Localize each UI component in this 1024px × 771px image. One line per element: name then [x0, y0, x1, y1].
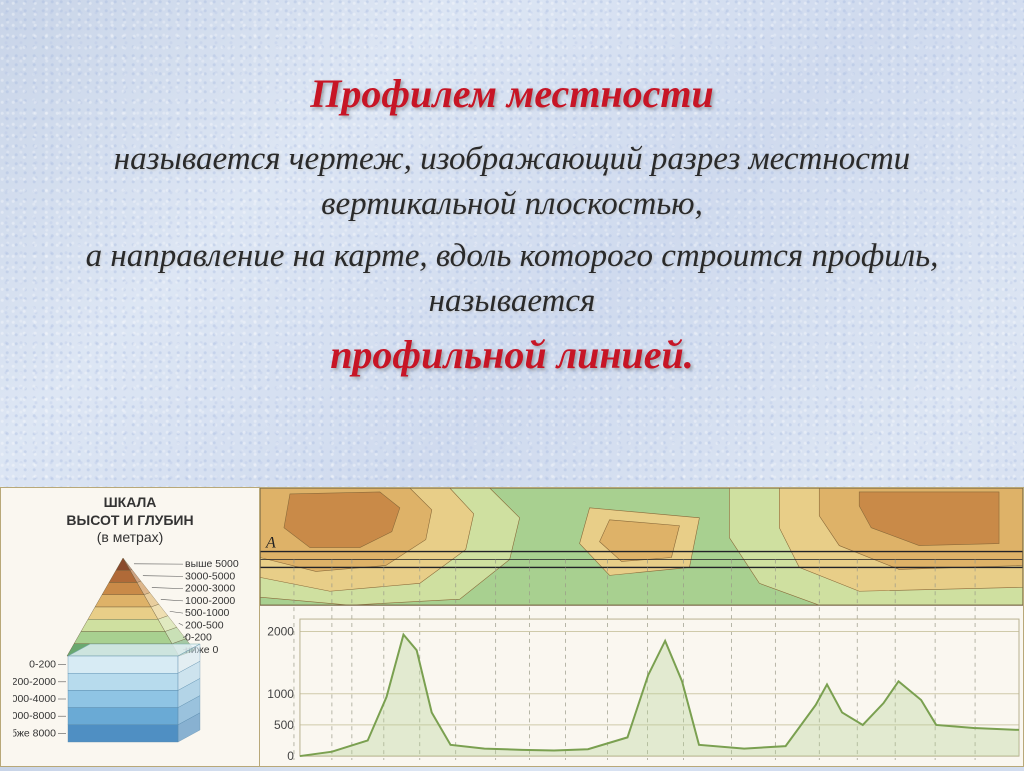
svg-text:0-200: 0-200 — [185, 632, 212, 644]
definition-text-block: Профилем местности называется чертеж, из… — [60, 70, 964, 378]
svg-text:2000-3000: 2000-3000 — [185, 583, 235, 595]
svg-text:500: 500 — [274, 718, 294, 732]
definition-paragraph-2: а направление на карте, вдоль которого с… — [60, 234, 964, 323]
map-and-profile-panel: А 2000 1000 500 0 — [260, 487, 1024, 767]
svg-text:2000-4000: 2000-4000 — [13, 693, 56, 705]
svg-text:0-200: 0-200 — [29, 659, 56, 671]
diagram-area: ШКАЛА ВЫСОТ И ГЛУБИН (в метрах) выше 500… — [0, 487, 1024, 767]
scale-heading-line3: (в метрах) — [97, 529, 164, 545]
definition-emphasis: профильной линией. — [60, 331, 964, 378]
definition-title: Профилем местности — [60, 70, 964, 117]
svg-text:1000: 1000 — [267, 687, 294, 701]
svg-text:500-1000: 500-1000 — [185, 607, 230, 619]
scale-heading: ШКАЛА ВЫСОТ И ГЛУБИН (в метрах) — [1, 488, 259, 549]
svg-text:0: 0 — [287, 749, 294, 763]
scale-heading-line1: ШКАЛА — [104, 494, 157, 510]
svg-text:4000-8000: 4000-8000 — [13, 710, 56, 722]
svg-text:1000-2000: 1000-2000 — [185, 595, 235, 607]
svg-text:глубже 8000: глубже 8000 — [13, 727, 56, 739]
svg-text:200-2000: 200-2000 — [13, 676, 56, 688]
definition-paragraph-1: называется чертеж, изображающий разрез м… — [60, 137, 964, 226]
svg-text:выше 5000: выше 5000 — [185, 558, 239, 570]
svg-text:3000-5000: 3000-5000 — [185, 570, 235, 582]
elevation-scale-panel: ШКАЛА ВЫСОТ И ГЛУБИН (в метрах) выше 500… — [0, 487, 260, 767]
svg-text:А: А — [265, 535, 276, 552]
svg-text:200-500: 200-500 — [185, 619, 224, 631]
map-profile-svg: А 2000 1000 500 0 — [260, 488, 1023, 766]
scale-heading-line2: ВЫСОТ И ГЛУБИН — [66, 512, 193, 528]
svg-text:2000: 2000 — [267, 625, 294, 639]
scale-3d-figure: выше 50003000-50002000-30001000-2000500-… — [13, 548, 249, 758]
